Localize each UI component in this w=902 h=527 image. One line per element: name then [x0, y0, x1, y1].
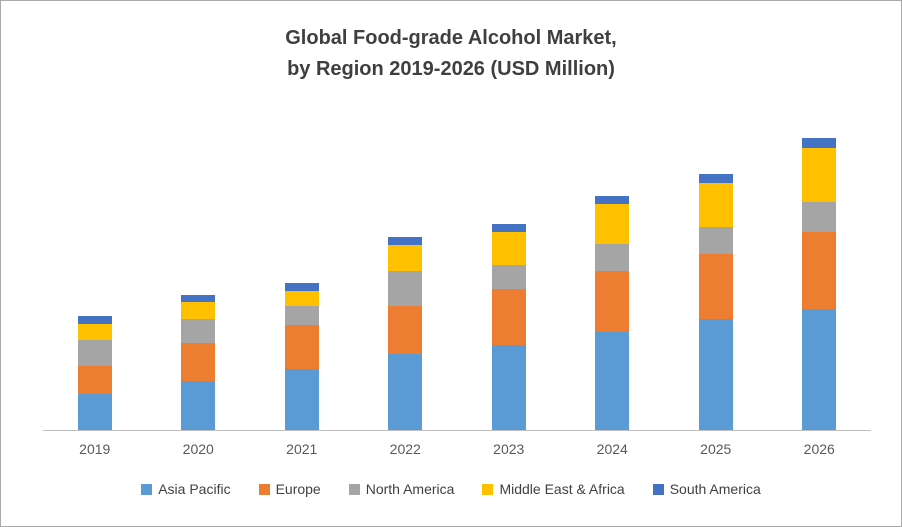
legend-label: North America — [365, 481, 455, 497]
bar-segment — [388, 237, 423, 245]
bar-segment — [284, 290, 319, 307]
legend-swatch — [141, 483, 153, 495]
bar-segment — [181, 302, 216, 319]
bar-segment — [77, 365, 112, 394]
chart-title-line-1: Global Food-grade Alcohol Market, — [285, 27, 617, 49]
legend-label: Asia Pacific — [158, 481, 231, 497]
x-axis-label: 2022 — [389, 441, 421, 457]
bar-segment — [595, 203, 630, 244]
x-axis-label-slot: 2020 — [147, 441, 251, 457]
bar-segment — [491, 265, 526, 290]
bar-segment — [698, 173, 733, 183]
bar-segment — [284, 306, 319, 326]
bar-segment — [595, 195, 630, 204]
bar-segment — [388, 270, 423, 307]
bar-segment — [77, 393, 112, 430]
legend: Asia Pacific Europe North America Middle Ea… — [1, 481, 901, 497]
stacked-bar-2026 — [802, 138, 837, 430]
bar-segment — [77, 315, 112, 324]
bar-segment — [698, 226, 733, 254]
x-axis-label: 2023 — [493, 441, 525, 457]
stacked-bar-2024 — [595, 195, 630, 430]
stacked-bar-2023 — [491, 223, 526, 430]
legend-label: Europe — [275, 481, 321, 497]
bar-segment — [802, 138, 837, 148]
bar-segment — [698, 318, 733, 430]
x-axis-label: 2020 — [182, 441, 214, 457]
bar-segment — [388, 244, 423, 271]
bar-segment — [181, 342, 216, 382]
legend-swatch — [258, 483, 270, 495]
bar-segment — [491, 232, 526, 266]
bar-segment — [284, 368, 319, 430]
x-axis-label-slot: 2019 — [43, 441, 147, 457]
bar-segment — [491, 223, 526, 233]
plot-area — [43, 123, 871, 431]
bar-segment — [802, 201, 837, 233]
x-axis-labels: 2019 2020 2021 2022 2023 2024 2025 2026 — [43, 441, 871, 457]
bar-slot — [457, 223, 561, 430]
bar-segment — [595, 270, 630, 333]
legend-item: Middle East & Africa — [482, 481, 625, 497]
bar-segment — [284, 325, 319, 369]
bar-slot — [561, 195, 665, 430]
bar-slot — [768, 138, 872, 430]
x-axis-label: 2019 — [79, 441, 111, 457]
legend-swatch — [652, 483, 664, 495]
bar-segment — [77, 339, 112, 366]
page-title: Global Food-grade Alcohol Market, by Reg… — [1, 23, 901, 85]
x-axis-label-slot: 2026 — [768, 441, 872, 457]
bar-segment — [77, 323, 112, 340]
bar-segment — [802, 232, 837, 310]
bar-segment — [388, 354, 423, 430]
bar-slot — [664, 173, 768, 430]
bar-segment — [698, 253, 733, 319]
bar-segment — [181, 381, 216, 430]
x-axis-label-slot: 2023 — [457, 441, 561, 457]
bar-segment — [181, 294, 216, 303]
bar-segment — [388, 306, 423, 355]
bar-segment — [595, 332, 630, 430]
x-axis-label: 2025 — [700, 441, 732, 457]
stacked-bar-2019 — [77, 315, 112, 430]
bar-slot — [43, 315, 147, 430]
legend-label: South America — [669, 481, 761, 497]
bar-segment — [595, 243, 630, 271]
x-axis-label-slot: 2021 — [250, 441, 354, 457]
legend-label: Middle East & Africa — [499, 481, 625, 497]
bar-slot — [147, 294, 251, 430]
x-axis-label-slot: 2022 — [354, 441, 458, 457]
bar-slot — [354, 237, 458, 430]
bar-segment — [491, 344, 526, 430]
bar-segment — [802, 147, 837, 202]
x-axis-label: 2026 — [803, 441, 835, 457]
bar-segment — [284, 283, 319, 291]
legend-item: Europe — [258, 481, 321, 497]
legend-swatch — [348, 483, 360, 495]
legend-item: North America — [348, 481, 455, 497]
bar-slot — [250, 283, 354, 430]
bar-segment — [698, 182, 733, 227]
legend-item: Asia Pacific — [141, 481, 231, 497]
legend-item: South America — [652, 481, 761, 497]
x-axis-label: 2021 — [286, 441, 318, 457]
stacked-bar-2021 — [284, 283, 319, 430]
x-axis-label-slot: 2025 — [664, 441, 768, 457]
legend-swatch — [482, 483, 494, 495]
stacked-bar-2022 — [388, 237, 423, 430]
chart-title-line-2: by Region 2019-2026 (USD Million) — [287, 58, 615, 80]
bar-segment — [181, 318, 216, 343]
bar-segment — [802, 309, 837, 430]
x-axis-label: 2024 — [596, 441, 628, 457]
stacked-bar-2020 — [181, 294, 216, 430]
stacked-bar-2025 — [698, 173, 733, 430]
x-axis-label-slot: 2024 — [561, 441, 665, 457]
bar-segment — [491, 289, 526, 345]
